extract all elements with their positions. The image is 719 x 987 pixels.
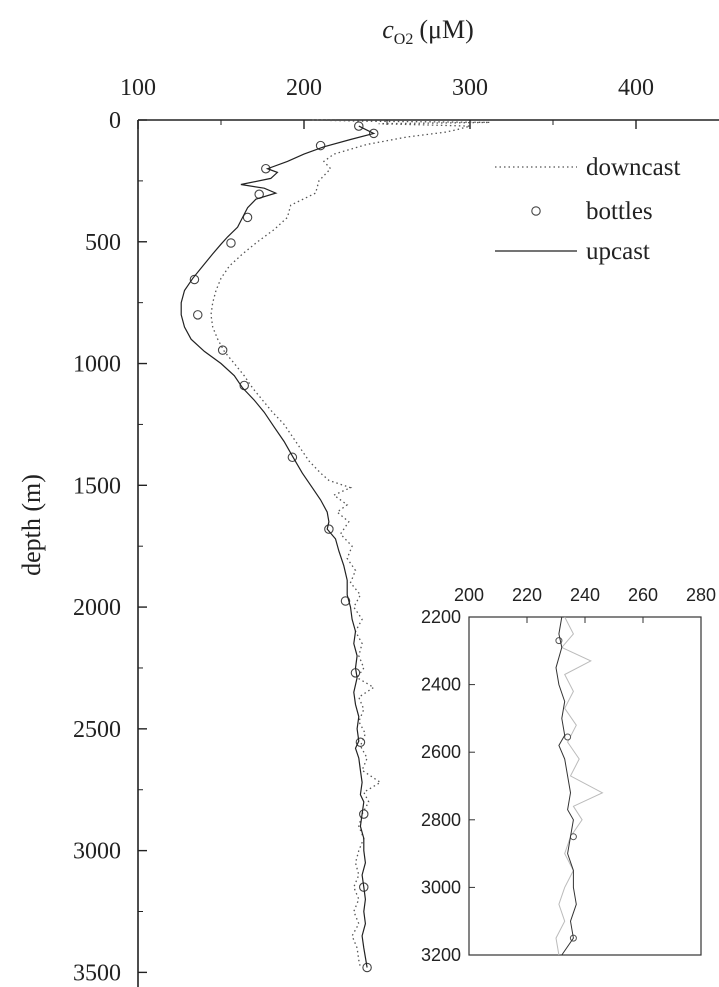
- x-axis-title: cO2 (μM): [382, 15, 473, 48]
- main-plot: 100 200 300 400 0 500 1000 1500 2000 2500 3000 3500…: [17, 15, 719, 987]
- bottle-marker: [217, 345, 228, 355]
- inset-bottle-marker: [564, 733, 572, 741]
- x-tick-label: 400: [618, 75, 654, 101]
- legend-bottles-label: bottles: [586, 198, 653, 225]
- bottle-marker: [193, 310, 203, 320]
- x-tick-label: 200: [286, 75, 322, 101]
- y-tick-label: 1500: [73, 473, 121, 499]
- bottle-marker: [340, 596, 351, 606]
- y-tick-label: 2000: [73, 595, 121, 621]
- upcast-line: [180, 125, 376, 968]
- bottle-marker: [359, 809, 369, 819]
- bottle-marker: [287, 452, 298, 463]
- inset-x-tick-label: 260: [628, 585, 658, 605]
- y-tick-label: 500: [85, 230, 121, 256]
- bottle-marker: [315, 140, 326, 151]
- y-axis-title: depth (m): [17, 474, 46, 576]
- inset-y-tick-label: 2800: [421, 810, 461, 830]
- x-tick-label: 100: [120, 75, 156, 101]
- inset-frame: [468, 616, 702, 956]
- bottle-marker: [355, 737, 366, 747]
- bottle-marker: [362, 962, 372, 973]
- bottle-marker: [368, 128, 379, 139]
- inset-plot: 200 220 240 260 280 2200 2400 2600 2800 3000 3200: [421, 585, 716, 965]
- inset-y-tick-label: 3200: [421, 945, 461, 965]
- inset-x-tick-label: 280: [686, 585, 716, 605]
- legend: downcast bottles upcast: [495, 154, 680, 265]
- x-tick-label: 300: [452, 75, 488, 101]
- inset-x-tick-label: 220: [512, 585, 542, 605]
- bottle-marker: [226, 238, 236, 248]
- y-tick-label: 3000: [73, 839, 121, 865]
- inset-x-tick-label: 240: [570, 585, 600, 605]
- downcast-line: [210, 119, 490, 968]
- bottle-marker: [354, 121, 364, 131]
- legend-upcast-label: upcast: [586, 238, 650, 265]
- legend-downcast-label: downcast: [586, 154, 680, 181]
- y-tick-label: 3500: [73, 960, 121, 986]
- inset-y-tick-label: 2400: [421, 675, 461, 695]
- inset-x-tick-label: 200: [454, 585, 484, 605]
- y-tick-label: 2500: [73, 717, 121, 743]
- bottle-marker: [324, 524, 334, 534]
- inset-downcast-line: [555, 616, 604, 956]
- inset-y-tick-label: 2600: [421, 742, 461, 762]
- inset-y-tick-label: 2200: [421, 607, 461, 627]
- inset-y-tick-label: 3000: [421, 877, 461, 897]
- bottle-marker: [189, 274, 200, 285]
- y-tick-label: 0: [109, 108, 121, 134]
- inset-upcast-line: [555, 616, 577, 956]
- bottle-marker: [261, 163, 271, 174]
- y-tick-label: 1000: [73, 352, 121, 378]
- legend-bottles-swatch: [531, 206, 541, 216]
- bottle-marker: [242, 212, 253, 223]
